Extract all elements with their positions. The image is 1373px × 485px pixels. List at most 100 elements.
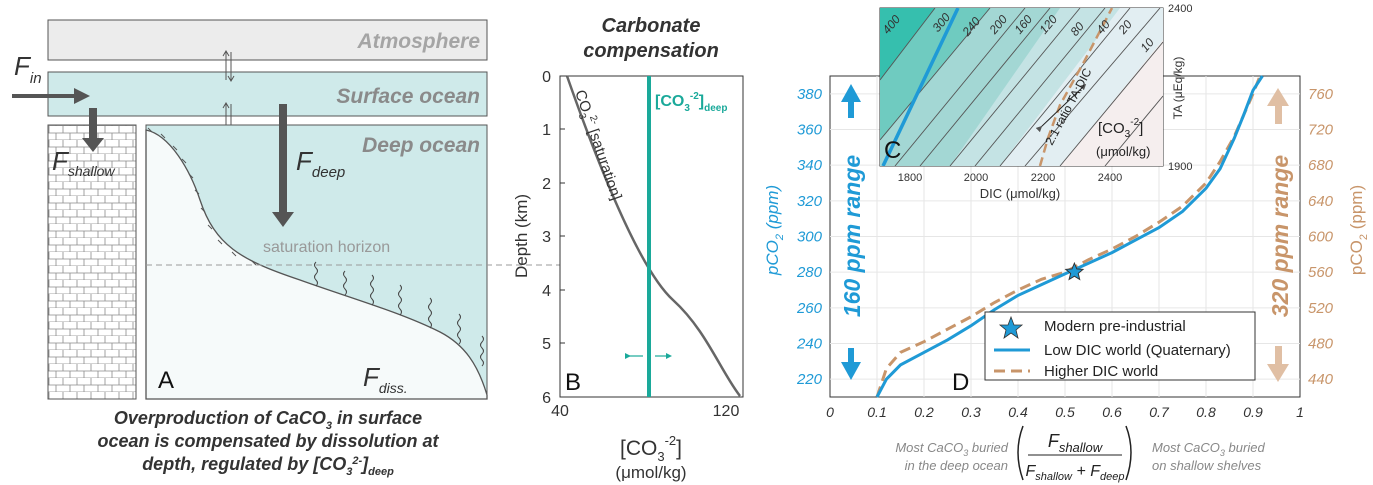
legend-item-low-dic: Low DIC world (Quaternary) — [1044, 342, 1231, 359]
left-tick-label: 220 — [796, 371, 823, 388]
f-deep-label: Fdeep — [296, 146, 345, 181]
x-tick-label: 0.9 — [1243, 404, 1263, 420]
svg-text:5: 5 — [542, 336, 551, 353]
svg-text:2200: 2200 — [1031, 172, 1055, 184]
f-diss-label: Fdiss. — [363, 362, 408, 396]
f-in-arrow — [12, 88, 90, 104]
panel-d-x-ticks: 0 0.1 0.2 0.3 0.4 0.5 0.6 0.7 0.8 0.9 1 — [826, 404, 1304, 420]
panel-d-left-ylabel: pCO2 (ppm) — [763, 185, 786, 276]
panel-b-xlabel: [CO3-2] — [620, 433, 682, 464]
panel-c-letter: C — [884, 137, 901, 164]
panel-b-title-2: compensation — [583, 40, 719, 62]
left-tick-label: 360 — [797, 122, 823, 139]
left-tick-label: 340 — [797, 157, 823, 174]
panel-b-ylabel: Depth (km) — [512, 194, 531, 278]
x-tick-label: 1 — [1296, 404, 1304, 420]
left-tick-label: 280 — [796, 264, 823, 281]
svg-text:6: 6 — [542, 390, 551, 407]
inset-low-dic-line — [881, 8, 960, 166]
f-in-label: Fin — [14, 51, 42, 87]
x-left-note: Most CaCO3 buried in the deep ocean — [895, 440, 1008, 473]
legend-item-modern: Modern pre-industrial — [1044, 318, 1186, 335]
x-tick-label: 0.8 — [1196, 404, 1216, 420]
right-tick-label: 440 — [1308, 371, 1334, 388]
seafloor — [145, 129, 488, 400]
svg-text:1: 1 — [542, 122, 551, 139]
panel-b-title-1: Carbonate — [602, 15, 701, 37]
panel-a-caption: Overproduction of CaCO3 in surface ocean… — [97, 408, 439, 478]
right-tick-label: 640 — [1308, 193, 1334, 210]
panel-d-right-ticks: 440 480 520 560 600 640 680 720 760 — [1308, 86, 1334, 388]
x-tick-label: 0.7 — [1149, 404, 1170, 420]
panel-b-letter: B — [565, 369, 581, 396]
x-tick-label: 0.5 — [1055, 404, 1075, 420]
range-arrow-left — [841, 84, 861, 380]
atmosphere-label: Atmosphere — [356, 30, 480, 53]
x-fraction-label: Fshallow Fshallow + Fdeep — [1017, 425, 1132, 483]
panel-c: 400 300 240 200 160 120 80 40 20 10 2:1 … — [879, 3, 1192, 201]
low-dic-line — [875, 75, 1264, 398]
panel-c-right-bottom: 1900 — [1168, 161, 1192, 173]
svg-text:1800: 1800 — [898, 172, 922, 184]
svg-text:depth, regulated by [CO32-]dee: depth, regulated by [CO32-]deep — [142, 454, 394, 478]
right-tick-label: 680 — [1308, 157, 1334, 174]
right-tick-label: 760 — [1308, 86, 1334, 103]
x-tick-label: 0.1 — [867, 404, 886, 420]
svg-text:ocean is compensated by dissol: ocean is compensated by dissolution at — [97, 431, 439, 451]
panel-c-right-label: TA (μEq/kg) — [1171, 57, 1185, 120]
svg-text:Fshallow + Fdeep: Fshallow + Fdeep — [1026, 463, 1125, 483]
x-tick-label: 0 — [826, 404, 834, 420]
panel-c-contours — [880, 8, 1163, 166]
panel-c-xlabel: DIC (μmol/kg) — [980, 186, 1060, 201]
f-deep-arrow — [272, 104, 294, 227]
svg-text:2: 2 — [542, 176, 551, 193]
svg-text:120: 120 — [713, 403, 740, 420]
panel-d-letter: D — [952, 369, 969, 396]
co3-inset-units: (μmol/kg) — [1096, 144, 1150, 159]
higher-dic-line — [875, 75, 1262, 398]
x-tick-label: 0.3 — [961, 404, 981, 420]
left-tick-label: 240 — [796, 336, 823, 353]
range-left-label: 160 ppm range — [839, 155, 865, 318]
co3-inset-label: [CO3-2] — [1098, 117, 1143, 140]
svg-text:on shallow shelves: on shallow shelves — [1152, 458, 1262, 473]
legend-star-icon — [998, 315, 1024, 339]
x-tick-label: 0.4 — [1008, 404, 1028, 420]
deep-ocean-label: Deep ocean — [362, 134, 480, 157]
f-shallow-arrow — [82, 108, 104, 152]
left-tick-label: 380 — [797, 86, 823, 103]
seafloor-hatch — [147, 127, 257, 266]
f-shallow-label: Fshallow — [52, 146, 115, 179]
x-tick-label: 0.6 — [1102, 404, 1122, 420]
panel-c-right-top: 2400 — [1168, 3, 1192, 15]
svg-text:Most CaCO3 buried: Most CaCO3 buried — [895, 440, 1008, 458]
modern-preindustrial-star — [1064, 261, 1085, 281]
panel-d-legend: Modern pre-industrial Low DIC world (Qua… — [984, 311, 1256, 381]
svg-text:Fshallow: Fshallow — [1048, 431, 1104, 455]
right-tick-label: 480 — [1308, 336, 1334, 353]
panel-a: Atmosphere Surface ocean saturation hori… — [12, 19, 743, 478]
surface-ocean-label: Surface ocean — [336, 85, 480, 108]
svg-text:3: 3 — [542, 229, 551, 246]
svg-text:2000: 2000 — [964, 172, 988, 184]
panel-b-frame — [559, 75, 744, 398]
co3-deep-label: [CO3-2]deep — [655, 91, 727, 114]
atmosphere-box — [47, 19, 488, 61]
range-arrow-right — [1267, 88, 1289, 382]
right-tick-label: 720 — [1308, 122, 1334, 139]
svg-text:4: 4 — [542, 283, 551, 300]
range-right-label: 320 ppm range — [1267, 155, 1293, 318]
saturation-curve — [565, 75, 741, 397]
air-sea-exchange-arrows — [222, 50, 235, 136]
legend-item-higher-dic: Higher DIC world — [1044, 363, 1158, 380]
svg-text:40: 40 — [551, 403, 569, 420]
shelf-carbonate — [47, 124, 137, 400]
panel-d-left-ticks: 220 240 260 280 300 320 340 360 380 — [796, 86, 823, 388]
x-tick-label: 0.2 — [914, 404, 934, 420]
saturation-horizon-label: saturation horizon — [263, 239, 390, 256]
panel-b: Carbonate compensation 0 1 2 3 4 5 6 Dep… — [512, 15, 744, 482]
right-tick-label: 520 — [1308, 300, 1334, 317]
surface-ocean-box — [47, 71, 488, 117]
svg-text:2400: 2400 — [1098, 172, 1122, 184]
